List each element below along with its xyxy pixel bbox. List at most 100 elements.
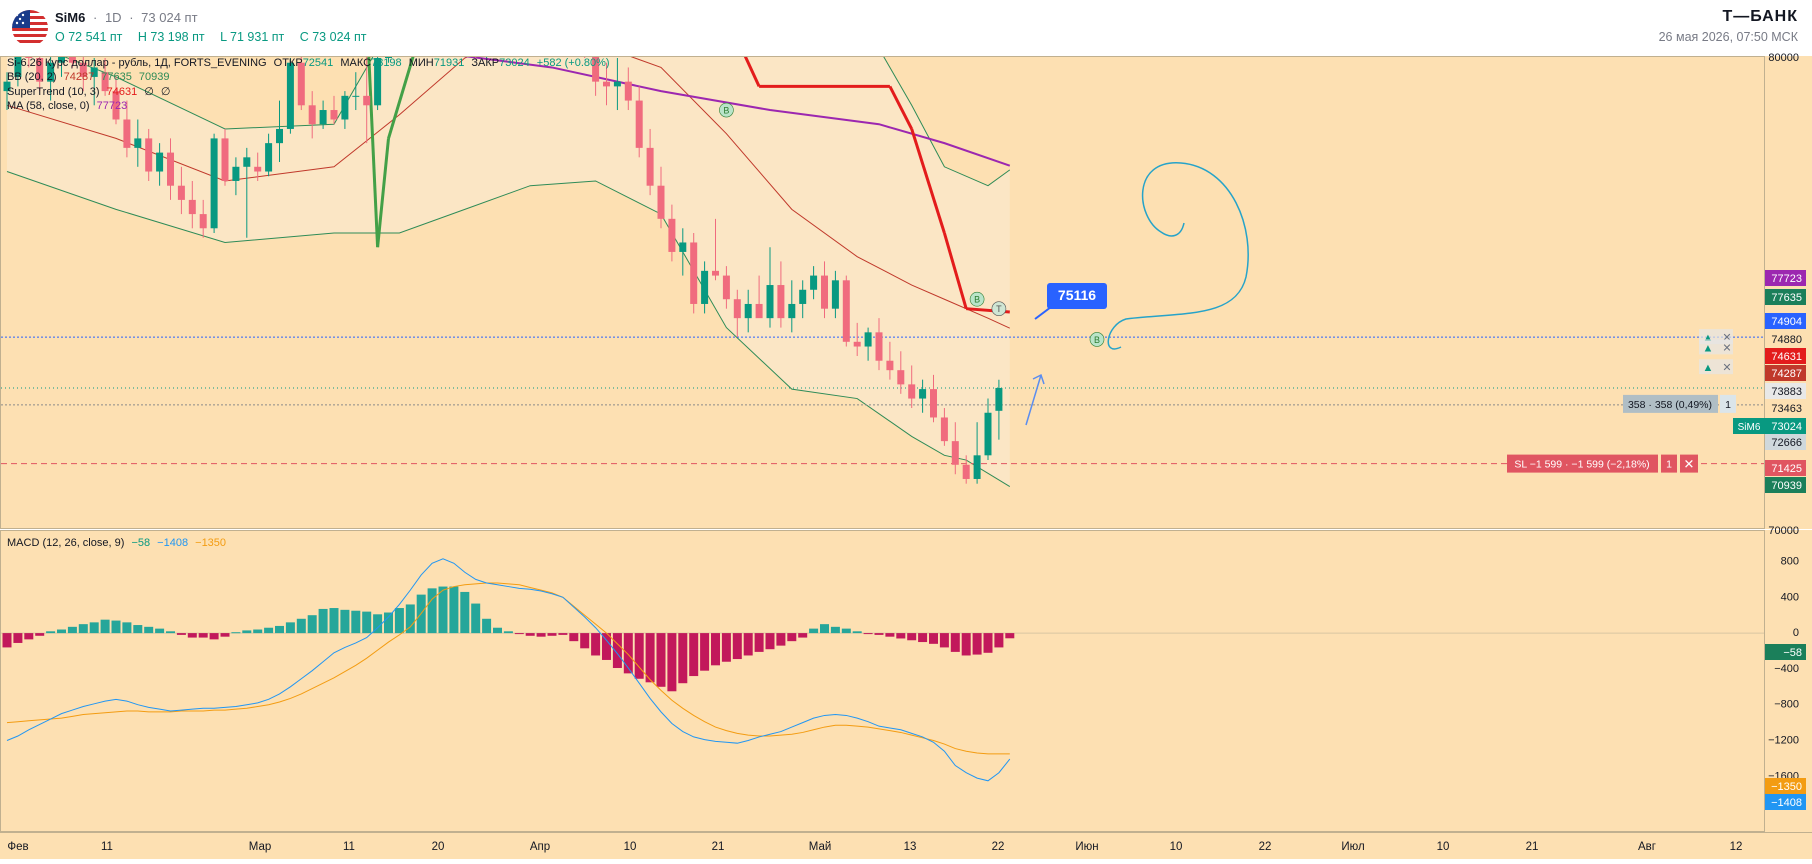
macd-hist-bar — [176, 633, 186, 635]
macd-hist-bar — [438, 586, 448, 634]
macd-hist-bar — [939, 633, 949, 648]
candle-body — [984, 412, 992, 456]
macd-chart[interactable] — [1, 531, 1764, 831]
legend-supertrend[interactable]: SuperTrend (10, 3) 74631 ∅ ∅ — [7, 85, 175, 98]
candle-body — [254, 166, 262, 172]
macd-line — [6, 558, 1011, 782]
macd-hist-bar — [35, 633, 45, 636]
legend-bb[interactable]: BB (20, 2) 74287 77635 70939 — [7, 71, 174, 83]
macd-hist-bar — [787, 633, 797, 642]
candle-body — [668, 218, 676, 252]
legend-open-label: ОТКР — [273, 57, 303, 69]
macd-hist-bar — [482, 618, 492, 634]
time-tick: Июл — [1341, 841, 1364, 853]
interval[interactable]: 1D — [104, 10, 122, 25]
candle-body — [385, 57, 392, 58]
time-tick: Фев — [7, 841, 28, 853]
time-tick: 11 — [343, 841, 355, 853]
close-icon: ✕ — [1684, 457, 1695, 472]
time-tick: 10 — [1170, 841, 1183, 853]
macd-hist-bar — [536, 633, 546, 637]
candle-body — [831, 280, 839, 309]
candle-body — [101, 72, 109, 92]
separator-dot: · — [92, 10, 98, 25]
candle-body — [799, 289, 807, 304]
supertrend-segment — [942, 232, 968, 310]
macd-hist-bar — [602, 633, 611, 660]
time-axis-labels: Фев 11 Мар 11 20 Апр 10 21 Май 13 22 Июн 10 22 Июл 10 21… — [7, 841, 1742, 853]
macd-hist-bar — [493, 627, 502, 634]
macd-hist-bar — [754, 633, 764, 652]
macd-hist-bar — [711, 633, 720, 666]
macd-hist-bar — [57, 629, 66, 634]
us-flag-icon — [12, 10, 48, 46]
price-axis[interactable] — [1765, 56, 1812, 529]
time-axis[interactable]: Фев 11 Мар 11 20 Апр 10 21 Май 13 22 Июн 10 22 Июл 10 21… — [0, 832, 1812, 859]
legend-macd[interactable]: MACD (12, 26, close, 9) −58 −1408 −1350 — [7, 537, 230, 549]
signal-marker-label: B — [974, 295, 980, 305]
symbol-name[interactable]: SiM6 — [55, 10, 86, 25]
candle-body — [766, 285, 774, 319]
time-tick: Июн — [1075, 841, 1098, 853]
sl-qty-box — [1661, 454, 1677, 473]
candle-body — [243, 157, 251, 167]
macd-hist-bar — [623, 633, 633, 674]
candle-body — [47, 62, 55, 82]
macd-hist-bar — [275, 625, 284, 634]
low-value: L 71 931 пт — [220, 30, 285, 44]
position-tag-box — [1623, 394, 1718, 413]
time-tick: Мар — [249, 841, 272, 853]
target-label: 75116 — [1058, 287, 1096, 303]
candle-body — [286, 62, 294, 129]
macd-hist-bar — [678, 633, 688, 684]
legend-bb-basis: 74287 — [63, 71, 95, 83]
price-pane[interactable]: SBBTB75116358 · 358 (0,49%)1SL −1 599 · … — [0, 56, 1765, 529]
macd-hist-bar — [264, 627, 274, 634]
price-chart[interactable]: SBBTB75116358 · 358 (0,49%)1SL −1 599 · … — [1, 57, 1764, 528]
candle-body — [940, 417, 948, 442]
bell-icon: ▲ — [1703, 332, 1714, 344]
candle-body — [886, 360, 894, 371]
separator-dot: · — [129, 10, 134, 25]
candle-body — [788, 303, 796, 319]
open-value: О 72 541 пт — [55, 30, 123, 44]
macd-hist-bar — [558, 633, 568, 635]
time-tick: 22 — [1259, 841, 1272, 853]
macd-hist-bar — [743, 633, 753, 656]
macd-hist-bar — [580, 633, 590, 649]
macd-hist-bar — [329, 608, 339, 634]
macd-hist-bar — [166, 631, 175, 634]
legend-close: 73024 — [499, 57, 530, 69]
macd-hist-bar — [700, 633, 710, 671]
legend-macd-hist: −58 — [131, 537, 151, 549]
signal-marker-label: B — [723, 106, 729, 116]
bb-lower-line — [6, 171, 1011, 488]
bell-icon: ▲ — [1703, 342, 1714, 354]
legend-close-label: ЗАКР — [471, 57, 500, 69]
macd-hist-bar — [351, 610, 361, 634]
candle-body — [363, 95, 371, 106]
candle-body — [810, 275, 818, 290]
macd-hist-bar — [503, 631, 513, 634]
macd-hist-bar — [405, 604, 415, 634]
legend-high: 73198 — [371, 57, 402, 69]
macd-hist-bar — [809, 628, 819, 634]
macd-hist-bar — [950, 633, 960, 652]
target-connector — [1034, 306, 1052, 320]
supertrend-segment — [367, 57, 380, 248]
macd-hist-bar — [133, 625, 143, 634]
macd-hist-bar — [820, 624, 829, 634]
time-tick: 10 — [1437, 841, 1450, 853]
legend-ma[interactable]: MA (58, close, 0) 77723 — [7, 100, 131, 112]
legend-macd-signal: −1350 — [195, 537, 227, 549]
candle-body — [167, 152, 174, 186]
legend-change: +582 (+0.80%) — [536, 57, 610, 69]
legend-st-value: 74631 — [106, 86, 138, 98]
macd-pane[interactable]: MACD (12, 26, close, 9) −58 −1408 −1350 — [0, 530, 1765, 832]
macd-hist-bar — [874, 633, 884, 635]
close-icon: ✕ — [1722, 342, 1731, 354]
macd-hist-bar — [983, 633, 993, 653]
candle-body — [276, 128, 283, 144]
macd-axis[interactable] — [1765, 530, 1812, 832]
candle-body — [973, 455, 981, 479]
